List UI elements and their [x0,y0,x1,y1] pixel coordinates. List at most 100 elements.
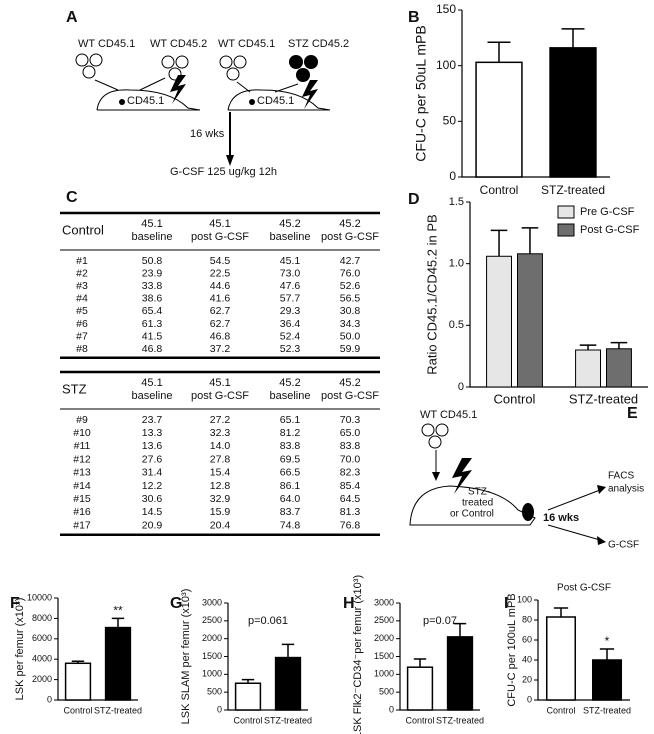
table-cell: 47.6 [280,280,301,292]
table-cell: 27.2 [210,414,231,426]
column-header: 45.1 [209,218,230,230]
panel-letter: A [66,9,78,26]
y-tick-label: 150 [436,2,456,16]
error-bar [490,229,508,257]
mouse-label: or Control [450,509,494,520]
y-tick-label: 3000 [202,597,222,607]
table-cell: 83.8 [340,440,361,452]
table-cell: 30.6 [142,493,163,505]
bar [64,662,92,701]
diagram-a: WT CD45.1 WT CD45.2 WT CD45.1 STZ CD45.2… [75,38,349,178]
x-tick-label: Control [405,715,434,725]
bolt [302,80,318,109]
y-tick-label: 0 [449,169,456,183]
bar [446,636,474,711]
table-cell: 81.2 [280,427,301,439]
table-cell: 14.0 [210,440,231,452]
table-cell: 38.6 [142,293,163,305]
table-cell: 32.3 [210,427,231,439]
y-tick-label: 1.5 [449,196,464,208]
column-header: post G-CSF [321,390,379,402]
table-cell: 12.8 [210,480,231,492]
table-cell: 59.9 [340,343,361,355]
table-cell: 20.4 [210,519,231,531]
table-cell: #5 [76,305,88,317]
column-header: baseline [132,231,173,243]
error-bar [413,658,427,668]
table-cell: 66.5 [280,467,301,479]
table-cell: 61.3 [142,318,163,330]
y-tick-label: 100 [517,594,532,604]
y-tick-label: 60 [522,634,532,644]
error-bar [487,41,511,63]
table-cell: 23.7 [142,414,163,426]
y-tick-label: 6000 [32,633,52,643]
table-cell: 37.2 [210,343,231,355]
y-tick-label: 2000 [374,633,394,643]
column-header: 45.2 [279,377,300,389]
annotation: * [605,634,610,648]
column-header: 45.2 [339,377,360,389]
table-cell: 46.8 [210,330,231,342]
bar [274,656,302,711]
y-tick-label: 0 [458,381,464,393]
table-cell: 46.8 [142,343,163,355]
table-cell: 15.4 [210,467,231,479]
y-tick-label: 0 [389,704,394,714]
table-cell: 76.0 [340,267,361,279]
table-cell: 50.8 [142,255,163,267]
table-cell: 62.7 [210,305,231,317]
table-cell: 70.3 [340,414,361,426]
panel-letter: C [66,189,78,206]
group-label: Control [62,222,104,237]
panel-letter: D [408,191,420,208]
panel-letter: G [170,595,182,612]
y-tick-label: 500 [207,687,222,697]
y-axis-label: LSK Flk2⁻CD34⁻per femur (x10³) [352,575,364,734]
error-bar [281,643,295,658]
chart-title: Post G-CSF [557,583,611,594]
donor-label: WT CD45.1 [420,409,477,421]
table-cell: #14 [73,480,91,492]
x-tick-label: STZ-treated [569,391,638,406]
table-cell: #8 [76,343,88,355]
y-tick-label: 50 [443,114,457,128]
table-cell: 20.9 [142,519,163,531]
table-cell: 42.7 [340,255,361,267]
y-tick-label: 1500 [202,651,222,661]
bar [406,666,434,711]
bar [575,349,602,388]
column-header: 45.1 [141,218,162,230]
table-cell: #2 [76,267,88,279]
table-cell: 31.4 [142,467,163,479]
treatment: G-CSF 125 ug/kg 12h [170,166,277,178]
bar [486,255,512,388]
table-cell: 33.8 [142,280,163,292]
error-bar [553,607,569,617]
legend-swatch [557,223,575,237]
table-cell: 65.1 [280,414,301,426]
table-cell: 52.4 [280,330,301,342]
y-tick-label: 1000 [202,669,222,679]
arrowhead [226,155,234,166]
bar [104,626,132,701]
bolt [170,75,186,104]
table-cell: #13 [73,467,91,479]
table-cell: 32.9 [210,493,231,505]
y-tick-label: 2000 [202,633,222,643]
y-tick-label: 0.5 [449,319,464,331]
table-cell: 13.3 [142,427,163,439]
bolt [452,458,472,494]
table-cell: 83.8 [280,440,301,452]
table-cell: 54.5 [210,255,231,267]
y-tick-label: 2500 [374,615,394,625]
table-cell: 85.4 [340,480,361,492]
x-tick-label: Control [546,705,575,715]
y-tick-label: 4000 [32,654,52,664]
group-label: STZ [62,381,87,396]
table-cell: 65.0 [340,427,361,439]
table-cell: 45.1 [280,255,301,267]
table-cell: 52.3 [280,343,301,355]
error-bar [241,678,255,684]
cell-label: WT CD45.2 [150,38,207,50]
